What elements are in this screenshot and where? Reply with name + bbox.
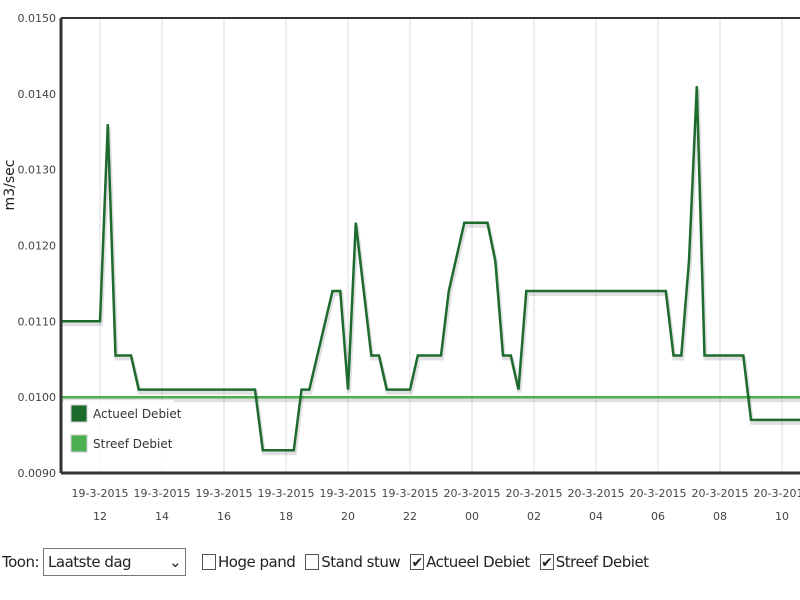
x-tick-date: 19-3-2015 (258, 487, 315, 500)
toon-label: Toon: (2, 553, 40, 571)
x-tick-date: 19-3-2015 (320, 487, 377, 500)
x-tick-hour: 04 (589, 510, 603, 523)
legend-label: Streef Debiet (93, 437, 173, 451)
x-tick-date: 20-3-2015 (444, 487, 501, 500)
checkbox-hoge-pand[interactable] (202, 554, 217, 570)
legend-label: Actueel Debiet (93, 407, 182, 421)
checkbox-label: Stand stuw (321, 553, 401, 571)
x-tick-date: 20-3-2015 (630, 487, 687, 500)
legend-swatch (70, 404, 88, 423)
x-tick-date: 20-3-2015 (754, 487, 800, 500)
x-tick-date: 19-3-2015 (72, 487, 129, 500)
checkbox-label: Actueel Debiet (426, 553, 530, 571)
x-tick-date: 20-3-2015 (568, 487, 625, 500)
x-tick-date: 19-3-2015 (134, 487, 191, 500)
x-tick-date: 19-3-2015 (382, 487, 439, 500)
x-tick-hour: 02 (527, 510, 541, 523)
x-tick-hour: 14 (155, 510, 169, 523)
y-tick-label: 0.0150 (18, 12, 57, 25)
y-tick-label: 0.0120 (18, 240, 57, 253)
x-tick-hour: 08 (713, 510, 727, 523)
x-tick-hour: 20 (341, 510, 355, 523)
x-tick-hour: 10 (775, 510, 789, 523)
checkbox-label: Streef Debiet (555, 553, 649, 571)
x-tick-hour: 12 (93, 510, 107, 523)
x-tick-hour: 18 (279, 510, 293, 523)
x-tick-hour: 22 (403, 510, 417, 523)
period-select-value: Laatste dag (48, 553, 132, 571)
x-tick-hour: 16 (217, 510, 231, 523)
legend: Actueel Debiet Streef Debiet (64, 400, 182, 470)
series-line-actueel-debiet (61, 86, 800, 452)
y-tick-label: 0.0130 (18, 164, 57, 177)
x-tick-date: 20-3-2015 (506, 487, 563, 500)
y-tick-label: 0.0110 (18, 315, 57, 328)
chevron-down-icon: ⌄ (168, 553, 182, 571)
x-tick-hour: 06 (651, 510, 665, 523)
y-tick-label: 0.0140 (18, 88, 57, 101)
checkbox-actueel-debiet[interactable]: ✔ (410, 554, 425, 571)
y-axis-label: m3/sec (2, 160, 18, 211)
x-tick-hour: 00 (465, 510, 479, 523)
chart-controls: Toon: Laatste dag ⌄ Hoge pand Stand stuw… (2, 548, 655, 576)
flow-chart: 19-3-2015 12 19-3-2015 14 19-3-2015 16 19-3-20… (2, 12, 800, 523)
checkbox-label: Hoge pand (218, 553, 296, 571)
y-tick-label: 0.0100 (18, 391, 57, 404)
period-select[interactable]: Laatste dag ⌄ (43, 548, 187, 576)
x-tick-date: 19-3-2015 (196, 487, 253, 500)
checkbox-streef-debiet[interactable]: ✔ (539, 554, 554, 571)
x-tick-date: 20-3-2015 (692, 487, 749, 500)
checkbox-stand-stuw[interactable] (305, 554, 320, 570)
legend-swatch (70, 434, 88, 453)
y-tick-label: 0.0090 (18, 467, 57, 480)
